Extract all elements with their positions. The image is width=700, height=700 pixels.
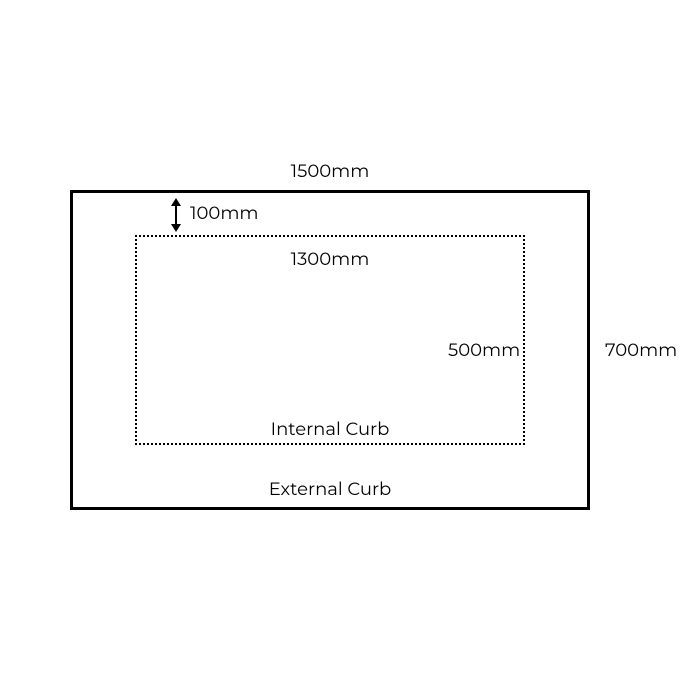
curb-diagram: 1500mm 700mm External Curb 1300mm 500mm … xyxy=(0,0,700,700)
external-curb-name: External Curb xyxy=(269,478,391,500)
offset-arrow-icon xyxy=(175,200,177,230)
external-width-label: 1500mm xyxy=(291,160,370,182)
internal-width-label: 1300mm xyxy=(291,248,370,270)
internal-height-label: 500mm xyxy=(448,339,520,361)
internal-curb-name: Internal Curb xyxy=(271,418,390,440)
external-height-label: 700mm xyxy=(605,339,677,361)
offset-label: 100mm xyxy=(190,202,259,224)
